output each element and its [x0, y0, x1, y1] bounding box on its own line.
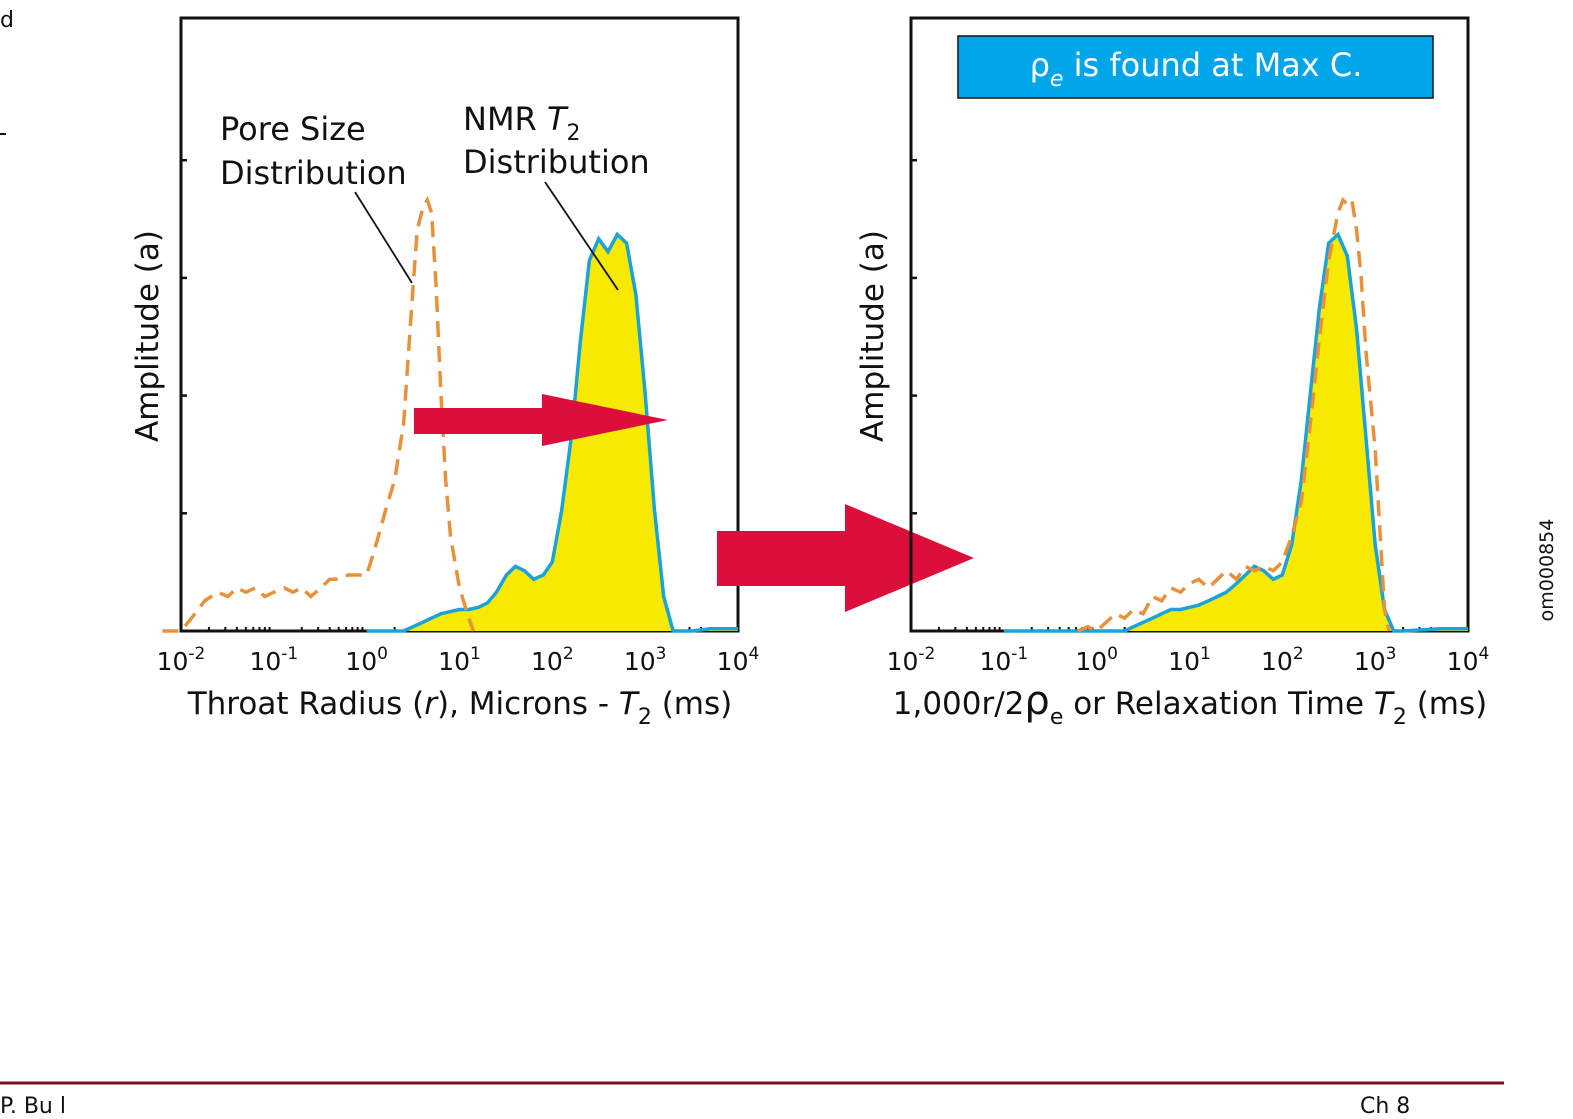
y-ticks-left — [181, 158, 187, 515]
annotation-pore-size-line2: Distribution — [220, 154, 407, 192]
y-axis-label-right: Amplitude (a) — [855, 230, 891, 442]
y-ticks-right — [911, 158, 917, 515]
pore-line-left — [162, 195, 476, 633]
x-tick-label: 104 — [1447, 644, 1490, 676]
x-tick-label: 104 — [717, 644, 760, 676]
annotation-pore-size-line1: Pore Size — [220, 110, 366, 148]
x-tick-label: 100 — [345, 644, 388, 676]
annotation-leader-nmr — [544, 181, 619, 291]
x-tick-label: 100 — [1075, 644, 1118, 676]
nmr-line-right — [1003, 231, 1468, 633]
nmr-fill-left — [366, 234, 738, 631]
shift-arrow-inner — [414, 394, 668, 446]
info-banner — [957, 35, 1434, 99]
figure-id: om000854 — [1536, 519, 1558, 622]
x-tick-label: 101 — [438, 644, 481, 676]
x-tick-label: 103 — [1354, 644, 1397, 676]
annotation-nmr-line1: NMR T2 — [463, 100, 581, 146]
plot-frame-right — [909, 16, 1470, 633]
annotation-leader-pore — [354, 191, 413, 284]
x-tick-label: 102 — [531, 644, 574, 676]
x-tick-label: 10-1 — [249, 644, 298, 676]
chart-panel-right: ρe is found at Max C. 10-2 10-1 100 101 102 1… — [855, 16, 1490, 730]
x-tick-labels-right: 10-2 10-1 100 101 102 103 104 — [887, 644, 1490, 676]
info-banner-text: ρe is found at Max C. — [1030, 46, 1363, 92]
x-axis-label-right: 1,000r/2ρe or Relaxation Time T2 (ms) — [893, 678, 1488, 730]
edge-text-top-left: d — [0, 8, 14, 33]
transform-arrow — [717, 504, 974, 612]
x-tick-label: 10-2 — [887, 644, 936, 676]
x-axis-label-left: Throat Radius (r), Microns - T2 (ms) — [187, 686, 733, 730]
x-tick-label: 10-2 — [157, 644, 206, 676]
x-tick-label: 102 — [1261, 644, 1304, 676]
x-tick-label: 10-1 — [979, 644, 1028, 676]
pore-line-right — [1077, 196, 1391, 634]
x-tick-labels-left: 10-2 10-1 100 101 102 103 104 — [157, 644, 760, 676]
x-tick-label: 101 — [1168, 644, 1211, 676]
annotation-nmr-line2: Distribution — [463, 143, 650, 181]
x-tick-label: 103 — [624, 644, 667, 676]
nmr-line-left — [366, 231, 738, 633]
y-axis-label-left: Amplitude (a) — [130, 230, 166, 442]
chart-panel-left: 10-2 10-1 100 101 102 103 104 Throat Radius (r… — [130, 16, 760, 730]
nmr-fill-right — [1003, 234, 1468, 631]
